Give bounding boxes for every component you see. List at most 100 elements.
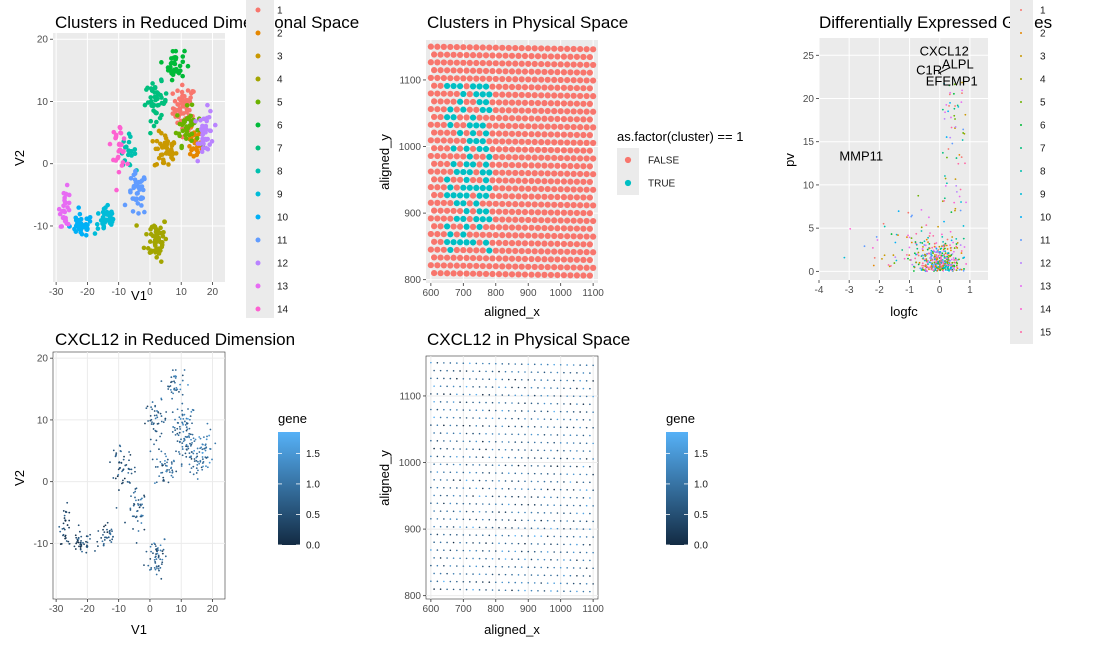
legend-label: 12 <box>277 259 289 270</box>
gene-point <box>938 245 941 248</box>
expression-point <box>517 402 520 404</box>
expression-point <box>498 526 500 529</box>
expression-point <box>158 569 160 572</box>
spot-point <box>427 137 434 144</box>
expression-point <box>436 580 439 583</box>
expression-point <box>182 430 185 433</box>
expression-point <box>80 535 83 538</box>
spot-point <box>456 51 464 59</box>
gene-point <box>952 92 955 95</box>
expression-point <box>79 548 82 551</box>
expression-point <box>592 520 594 523</box>
spot-point <box>499 122 506 129</box>
expression-point <box>439 432 442 434</box>
expression-point <box>469 393 471 396</box>
expression-point <box>559 442 562 444</box>
expression-point <box>556 434 559 436</box>
expression-point <box>543 558 546 561</box>
spot-point <box>560 131 568 138</box>
spot-point <box>531 123 538 130</box>
spot-point <box>489 255 496 262</box>
expression-point <box>439 510 442 512</box>
expression-point <box>456 377 458 380</box>
expression-point <box>507 519 510 521</box>
expression-point <box>481 471 484 474</box>
expression-point <box>78 530 81 533</box>
expression-point <box>537 402 539 405</box>
expression-point <box>507 503 510 506</box>
spot-point <box>586 272 593 279</box>
expression-point <box>77 541 80 544</box>
spot-point <box>515 146 522 153</box>
expression-point <box>582 559 585 562</box>
expression-point <box>540 379 543 381</box>
expression-point <box>469 549 471 552</box>
spot-point <box>456 239 464 246</box>
expression-point <box>164 555 167 558</box>
spot-point <box>534 99 542 107</box>
expression-point <box>563 574 565 577</box>
spot-point <box>557 123 564 130</box>
spot-point <box>512 122 519 130</box>
spot-point <box>453 122 460 129</box>
expression-point <box>452 588 455 591</box>
expression-point <box>550 574 552 577</box>
expression-point <box>166 469 169 471</box>
cluster-point <box>84 225 90 231</box>
spot-point <box>531 60 538 68</box>
expression-point <box>540 582 543 584</box>
expression-point <box>129 453 132 456</box>
spot-point <box>554 178 561 185</box>
expression-point <box>589 465 591 468</box>
spot-point <box>512 138 519 145</box>
spot-point <box>551 201 558 208</box>
expression-point <box>443 393 445 395</box>
expression-point <box>446 494 448 497</box>
expression-point <box>478 386 481 388</box>
cluster-point <box>155 146 161 152</box>
expression-point <box>76 541 78 543</box>
spot-point <box>590 61 597 69</box>
spot-point <box>450 192 457 199</box>
expression-point <box>537 589 539 592</box>
cluster-point <box>154 162 160 167</box>
spot-point <box>476 145 483 153</box>
spot-point <box>534 53 542 60</box>
cluster-point <box>151 123 157 129</box>
expression-point <box>576 496 578 499</box>
expression-point <box>585 567 588 569</box>
cluster-point <box>150 81 155 86</box>
spot-point <box>544 170 551 177</box>
expression-point <box>559 473 562 475</box>
gene-point <box>950 116 952 119</box>
gene-point <box>951 142 954 145</box>
expression-point <box>156 547 158 550</box>
expression-point <box>527 410 530 412</box>
gene-point <box>942 250 945 252</box>
spot-point <box>551 76 558 84</box>
expression-point <box>592 364 594 367</box>
expression-point <box>103 539 106 541</box>
gene-point <box>910 237 913 240</box>
x-tick-label: 1 <box>967 285 973 296</box>
gene-point <box>897 210 900 213</box>
spot-point <box>456 129 464 137</box>
legend-key <box>624 156 632 164</box>
expression-point <box>134 470 136 473</box>
y-tick-label: 800 <box>404 591 421 602</box>
expression-point <box>208 461 211 464</box>
cluster-point <box>173 54 178 60</box>
expression-point <box>481 393 484 396</box>
expression-point <box>485 448 487 451</box>
expression-point <box>465 573 468 575</box>
expression-point <box>504 480 507 482</box>
gene-point <box>935 242 938 244</box>
expression-point <box>190 457 193 460</box>
expression-point <box>459 510 461 513</box>
expression-point <box>498 573 500 576</box>
expression-point <box>161 550 164 553</box>
legend-title: as.factor(cluster) == 1 <box>617 129 743 144</box>
expression-point <box>517 386 520 389</box>
cluster-point <box>159 112 164 118</box>
gene-point <box>952 267 955 270</box>
